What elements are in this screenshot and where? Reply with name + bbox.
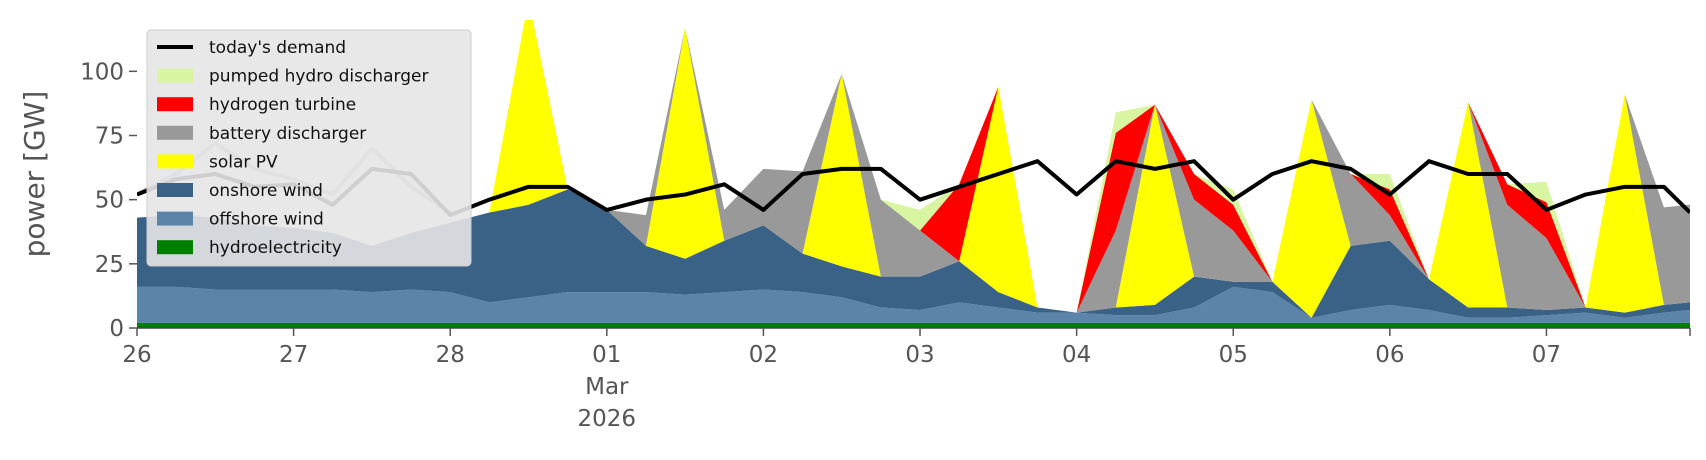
legend-label-pumped-hydro-discharger: pumped hydro discharger bbox=[209, 67, 428, 87]
x-tick-sublabel: 2026 bbox=[578, 406, 637, 432]
legend-swatch-hydrogen-turbine bbox=[157, 97, 193, 112]
legend-label-solar-pv: solar PV bbox=[209, 152, 278, 172]
x-tick-label: 07 bbox=[1532, 342, 1561, 368]
legend-label-hydroelectricity: hydroelectricity bbox=[209, 238, 342, 258]
axes-layer: 0 25 50 75 100 26 27 28 01 Mar 2026 02 03 04 05 06 07 bbox=[80, 59, 1691, 432]
area-offshore-wind bbox=[137, 286, 1690, 323]
y-tick-label: 75 bbox=[95, 124, 124, 150]
area-hydroelectricity bbox=[137, 322, 1690, 328]
area-solar-pv bbox=[137, 20, 1690, 318]
x-tick-label: 06 bbox=[1375, 342, 1404, 368]
legend-swatch-hydroelectricity bbox=[157, 240, 193, 255]
area-onshore-wind bbox=[137, 189, 1690, 318]
legend-swatch-pumped-hydro-discharger bbox=[157, 68, 193, 83]
x-tick-label: 28 bbox=[436, 342, 465, 368]
legend-label-hydrogen-turbine: hydrogen turbine bbox=[209, 95, 356, 115]
legend-label-today-s-demand: today's demand bbox=[209, 38, 346, 58]
legend-swatch-solar-pv bbox=[157, 154, 193, 169]
legend-label-offshore-wind: offshore wind bbox=[209, 210, 324, 230]
y-tick-label: 100 bbox=[80, 59, 124, 85]
y-tick-label: 25 bbox=[95, 252, 124, 278]
legend-label-battery-discharger: battery discharger bbox=[209, 124, 366, 144]
stacked-area-layer bbox=[137, 20, 1690, 328]
legend-label-onshore-wind: onshore wind bbox=[209, 181, 323, 201]
x-tick-label: 26 bbox=[122, 342, 151, 368]
x-tick-label: 27 bbox=[279, 342, 308, 368]
area-battery-discharger bbox=[137, 20, 1690, 313]
x-tick-label: 05 bbox=[1219, 342, 1248, 368]
y-axis-title: power [GW] bbox=[18, 91, 51, 258]
x-tick-label: 04 bbox=[1062, 342, 1091, 368]
legend-swatch-battery-discharger bbox=[157, 125, 193, 140]
legend-box bbox=[146, 29, 472, 267]
x-tick-sublabel: Mar bbox=[585, 374, 629, 400]
legend: today's demand pumped hydro discharger hyd… bbox=[146, 29, 472, 267]
x-tick-label: 02 bbox=[749, 342, 778, 368]
x-tick-label: 01 bbox=[592, 342, 621, 368]
legend-swatch-offshore-wind bbox=[157, 211, 193, 226]
x-tick-label: 03 bbox=[905, 342, 934, 368]
y-tick-label: 0 bbox=[109, 316, 124, 342]
legend-swatch-onshore-wind bbox=[157, 183, 193, 197]
y-tick-label: 50 bbox=[95, 188, 124, 214]
